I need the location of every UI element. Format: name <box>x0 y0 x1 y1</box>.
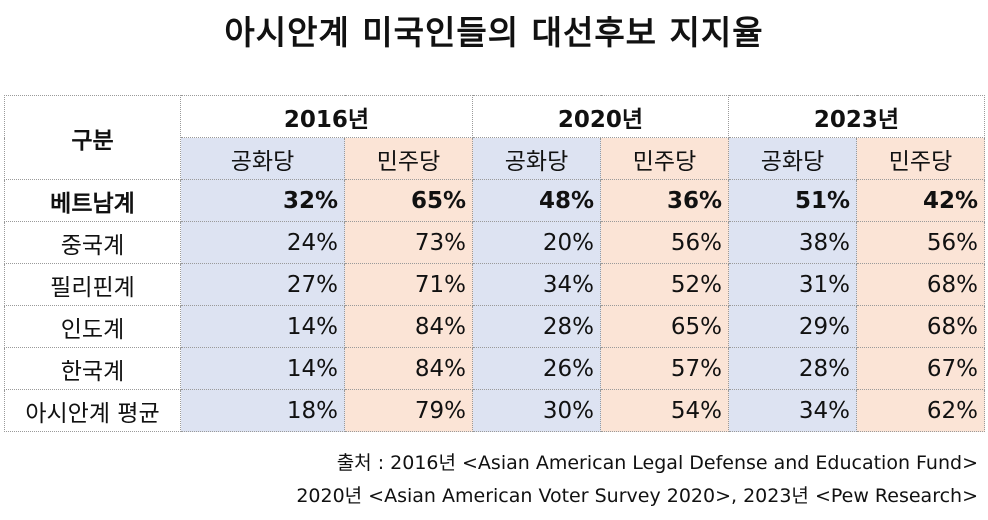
value-cell: 48% <box>472 179 601 222</box>
value-cell: 30% <box>472 389 601 432</box>
value-cell: 51% <box>728 179 857 222</box>
row-label: 아시안계 평균 <box>4 389 181 432</box>
table-row: 한국계 14% 84% 26% 57% 28% 67% <box>4 347 985 390</box>
party-header-democrat: 민주당 <box>600 137 729 180</box>
table-row: 아시안계 평균 18% 79% 30% 54% 34% 62% <box>4 389 985 432</box>
value-cell: 57% <box>600 347 729 390</box>
value-cell: 14% <box>180 305 345 348</box>
year-2020-header: 2020년 <box>472 95 729 138</box>
table-row: 베트남계 32% 65% 48% 36% 51% 42% <box>4 179 985 222</box>
value-cell: 65% <box>344 179 473 222</box>
value-cell: 73% <box>344 221 473 264</box>
year-2023-header: 2023년 <box>728 95 985 138</box>
row-label: 베트남계 <box>4 179 181 222</box>
row-label: 필리핀계 <box>4 263 181 306</box>
value-cell: 14% <box>180 347 345 390</box>
value-cell: 62% <box>856 389 985 432</box>
row-label: 인도계 <box>4 305 181 348</box>
value-cell: 28% <box>728 347 857 390</box>
value-cell: 36% <box>600 179 729 222</box>
table-row: 중국계 24% 73% 20% 56% 38% 56% <box>4 221 985 264</box>
value-cell: 68% <box>856 263 985 306</box>
year-header-row: 구분 2016년 2020년 2023년 <box>4 95 985 180</box>
value-cell: 27% <box>180 263 345 306</box>
value-cell: 29% <box>728 305 857 348</box>
value-cell: 71% <box>344 263 473 306</box>
value-cell: 52% <box>600 263 729 306</box>
value-cell: 67% <box>856 347 985 390</box>
table-row: 필리핀계 27% 71% 34% 52% 31% 68% <box>4 263 985 306</box>
value-cell: 28% <box>472 305 601 348</box>
value-cell: 31% <box>728 263 857 306</box>
row-label: 중국계 <box>4 221 181 264</box>
table-row: 인도계 14% 84% 28% 65% 29% 68% <box>4 305 985 348</box>
value-cell: 34% <box>472 263 601 306</box>
support-table: 구분 2016년 2020년 2023년 공화당 민주당 공화당 민주당 공화당… <box>4 95 985 432</box>
value-cell: 54% <box>600 389 729 432</box>
row-label: 한국계 <box>4 347 181 390</box>
party-header-republican: 공화당 <box>472 137 601 180</box>
value-cell: 65% <box>600 305 729 348</box>
value-cell: 20% <box>472 221 601 264</box>
party-header-republican: 공화당 <box>728 137 857 180</box>
party-header-republican: 공화당 <box>180 137 345 180</box>
year-2016-header: 2016년 <box>180 95 473 138</box>
value-cell: 26% <box>472 347 601 390</box>
value-cell: 32% <box>180 179 345 222</box>
value-cell: 42% <box>856 179 985 222</box>
value-cell: 56% <box>856 221 985 264</box>
source-line-2: 2020년 <Asian American Voter Survey 2020>… <box>296 485 978 507</box>
party-header-democrat: 민주당 <box>344 137 473 180</box>
value-cell: 34% <box>728 389 857 432</box>
value-cell: 56% <box>600 221 729 264</box>
page-title: 아시안계 미국인들의 대선후보 지지율 <box>224 13 764 52</box>
source-line-1: 출처 : 2016년 <Asian American Legal Defense… <box>336 452 978 474</box>
column-label-header: 구분 <box>4 95 181 180</box>
value-cell: 24% <box>180 221 345 264</box>
value-cell: 38% <box>728 221 857 264</box>
value-cell: 79% <box>344 389 473 432</box>
value-cell: 68% <box>856 305 985 348</box>
value-cell: 84% <box>344 347 473 390</box>
value-cell: 84% <box>344 305 473 348</box>
party-header-row: 공화당 민주당 공화당 민주당 공화당 민주당 <box>5 137 985 180</box>
party-header-democrat: 민주당 <box>856 137 985 180</box>
value-cell: 18% <box>180 389 345 432</box>
